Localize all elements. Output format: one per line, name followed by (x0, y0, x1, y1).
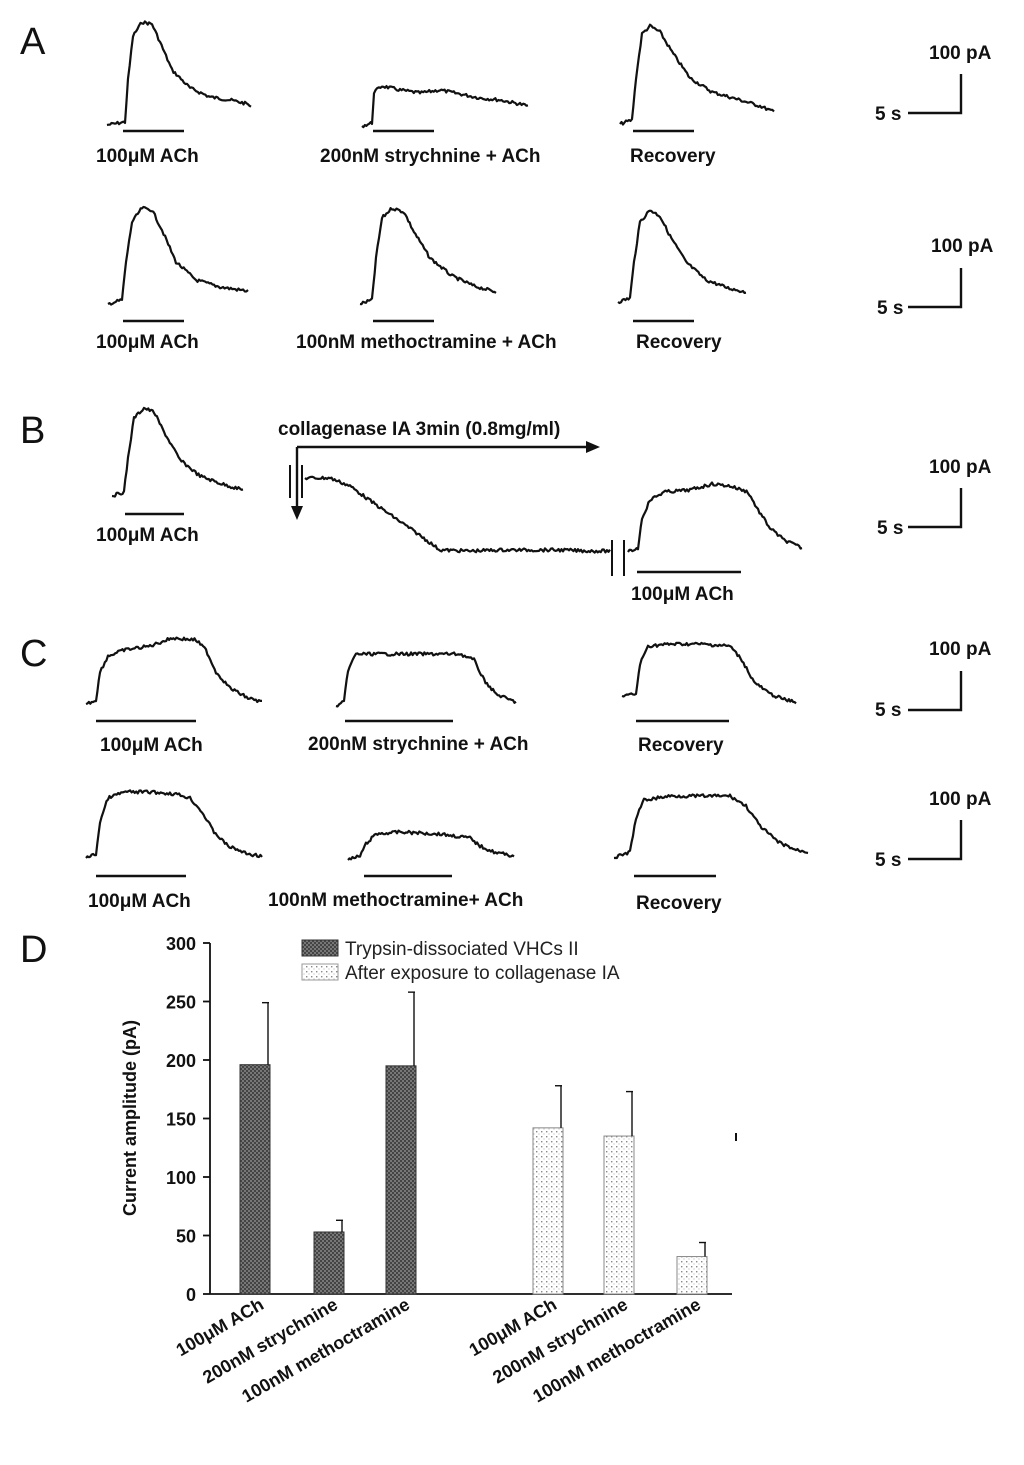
scale-b-current: 100 pA (929, 457, 992, 478)
bar-collagenase-2 (676, 1256, 708, 1295)
y-axis-label: Current amplitude (pA) (120, 1020, 140, 1216)
y-tick-label: 300 (166, 934, 196, 954)
y-tick-label: 50 (176, 1227, 196, 1247)
y-tick-label: 150 (166, 1110, 196, 1130)
label-a1-ach: 100μM ACh (96, 146, 199, 167)
legend-swatch-trypsin (301, 939, 339, 957)
scale-c1-current: 100 pA (929, 639, 992, 660)
bar-trypsin-1 (313, 1231, 345, 1295)
panel-letter-a: A (20, 21, 46, 63)
treatment-arrow-head (586, 441, 600, 453)
trace-c1-ach (85, 636, 262, 706)
label-c1-ach: 100μM ACh (100, 735, 203, 756)
label-c2-ach: 100μM ACh (88, 891, 191, 912)
y-tick-label: 0 (186, 1285, 196, 1305)
trace-b-ach (111, 406, 244, 498)
scale-a2-time: 5 s (877, 298, 903, 319)
legend: Trypsin-dissociated VHCs II After exposu… (301, 939, 620, 984)
label-c2-recovery: Recovery (636, 893, 722, 914)
bar-trypsin-2 (385, 1065, 417, 1295)
legend-label-collagenase: After exposure to collagenase IA (345, 963, 620, 984)
label-c1-recovery: Recovery (638, 735, 724, 756)
panel-letter-d: D (20, 929, 47, 971)
bar-collagenase-0 (532, 1127, 564, 1295)
trace-c2-methoctramine (347, 829, 515, 861)
y-ticks: 0 50 100 150 200 250 300 (166, 934, 210, 1305)
treatment-label: collagenase IA 3min (0.8mg/ml) (278, 419, 560, 440)
label-b-ach2: 100μM ACh (631, 584, 734, 605)
trace-a2-recovery (617, 209, 747, 305)
label-a2-methoctramine: 100nM methoctramine + ACh (296, 332, 557, 353)
label-a2-ach: 100μM ACh (96, 332, 199, 353)
panel-letter-c: C (20, 633, 47, 675)
trace-c2-recovery (613, 793, 809, 860)
bar-trypsin-0 (239, 1064, 271, 1295)
scale-c2-current: 100 pA (929, 789, 992, 810)
panel-c: 100μM ACh 200nM strychnine + ACh Recover… (85, 636, 992, 914)
label-b-ach1: 100μM ACh (96, 525, 199, 546)
y-tick-label: 100 (166, 1168, 196, 1188)
legend-swatch-collagenase (301, 963, 339, 981)
trace-a1-strychnine (361, 85, 529, 129)
y-tick-label: 200 (166, 1051, 196, 1071)
label-c1-strychnine: 200nM strychnine + ACh (308, 734, 529, 755)
panel-d-chart: Current amplitude (pA) 0 50 100 150 200 250 30… (120, 934, 737, 1406)
treatment-down-head (291, 506, 303, 520)
label-a1-recovery: Recovery (630, 146, 716, 167)
scale-b-time: 5 s (877, 518, 903, 539)
scale-a1-time: 5 s (875, 104, 901, 125)
y-tick-label: 250 (166, 993, 196, 1013)
panel-b: 100μM ACh collagenase IA 3min (0.8mg/ml)… (96, 406, 992, 605)
scale-a1-current: 100 pA (929, 43, 992, 64)
bar-collagenase-1 (603, 1135, 635, 1295)
label-a1-strychnine: 200nM strychnine + ACh (320, 146, 541, 167)
scale-bar-c1: 100 pA 5 s (875, 639, 992, 721)
trace-a1-ach (106, 20, 252, 127)
scale-bar-b: 100 pA 5 s (877, 457, 992, 539)
scale-a2-current: 100 pA (931, 236, 994, 257)
label-c2-methoctramine: 100nM methoctramine+ ACh (268, 890, 523, 911)
trace-c1-recovery (621, 641, 797, 705)
scale-bar-a2: 100 pA 5 s (877, 236, 994, 319)
label-a2-recovery: Recovery (636, 332, 722, 353)
trace-a2-ach (107, 205, 249, 306)
scale-c2-time: 5 s (875, 850, 901, 871)
trace-b-ach2 (627, 481, 803, 553)
legend-label-trypsin: Trypsin-dissociated VHCs II (345, 939, 579, 960)
trace-a2-methoctramine (359, 207, 497, 306)
scale-c1-time: 5 s (875, 700, 901, 721)
scale-bar-c2: 100 pA 5 s (875, 789, 992, 871)
trace-c2-ach (85, 789, 263, 859)
trace-a1-recovery (619, 23, 775, 126)
panel-a: 100μM ACh 200nM strychnine + ACh Recover… (96, 20, 994, 353)
bars (239, 991, 708, 1295)
panel-letter-b: B (20, 410, 45, 452)
trace-b-collagenase (304, 475, 611, 554)
trace-c1-strychnine (335, 651, 517, 708)
scale-bar-a1: 100 pA 5 s (875, 43, 992, 125)
